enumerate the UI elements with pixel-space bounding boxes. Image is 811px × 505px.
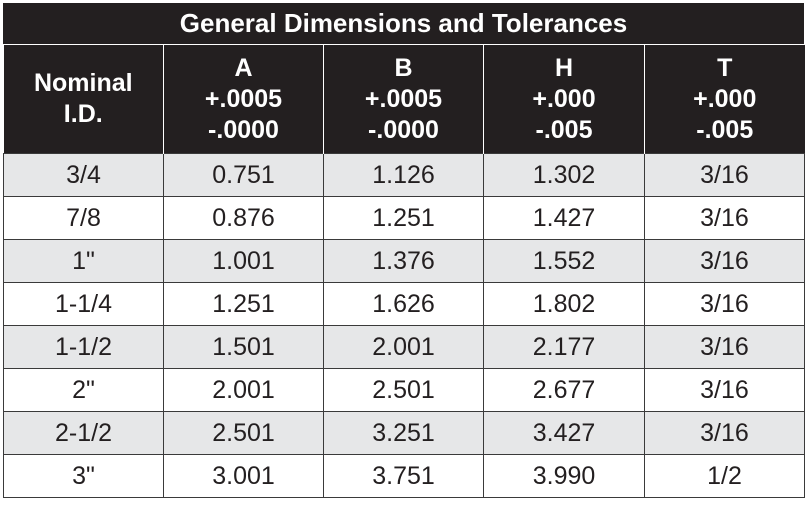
header-line: H (554, 53, 574, 82)
table-row: 1-1/4 1.251 1.626 1.802 3/16 (3, 282, 805, 326)
cell-a: 0.751 (163, 153, 324, 197)
cell-b: 1.251 (323, 196, 484, 240)
dimensions-table-container: General Dimensions and Tolerances Nomina… (3, 3, 805, 500)
cell-t: 1/2 (644, 454, 805, 498)
header-h: H +.000 -.005 (483, 45, 645, 154)
header-line: B (394, 53, 413, 82)
cell-nominal-id: 2" (3, 368, 164, 412)
cell-nominal-id: 1-1/2 (3, 325, 164, 369)
cell-h: 2.177 (483, 325, 645, 369)
cell-h: 3.990 (483, 454, 645, 498)
table-row: 7/8 0.876 1.251 1.427 3/16 (3, 196, 805, 240)
cell-t: 3/16 (644, 239, 805, 283)
cell-h: 1.427 (483, 196, 645, 240)
cell-nominal-id: 7/8 (3, 196, 164, 240)
table-row: 2" 2.001 2.501 2.677 3/16 (3, 368, 805, 412)
cell-b: 2.001 (323, 325, 484, 369)
header-line: +.0005 (364, 84, 443, 113)
cell-nominal-id: 3/4 (3, 153, 164, 197)
header-line: +.000 (693, 84, 757, 113)
cell-h: 2.677 (483, 368, 645, 412)
cell-t: 3/16 (644, 325, 805, 369)
cell-a: 1.251 (163, 282, 324, 326)
cell-t: 3/16 (644, 411, 805, 455)
table-row: 1-1/2 1.501 2.001 2.177 3/16 (3, 325, 805, 369)
cell-nominal-id: 3" (3, 454, 164, 498)
header-line: Nominal (33, 69, 133, 97)
header-line: -.0000 (208, 115, 279, 144)
cell-t: 3/16 (644, 196, 805, 240)
header-line: +.0005 (204, 84, 283, 113)
cell-t: 3/16 (644, 368, 805, 412)
header-nominal-id: Nominal I.D. (3, 45, 164, 154)
dimensions-table: Nominal I.D. A +.0005 -.0000 B +.0005 -.… (3, 45, 805, 498)
cell-nominal-id: 2-1/2 (3, 411, 164, 455)
cell-b: 1.376 (323, 239, 484, 283)
header-t: T +.000 -.005 (644, 45, 805, 154)
table-row: 3" 3.001 3.751 3.990 1/2 (3, 454, 805, 498)
table-row: 1" 1.001 1.376 1.552 3/16 (3, 239, 805, 283)
cell-b: 1.126 (323, 153, 484, 197)
cell-b: 1.626 (323, 282, 484, 326)
cell-nominal-id: 1-1/4 (3, 282, 164, 326)
table-title: General Dimensions and Tolerances (3, 3, 804, 45)
cell-h: 1.302 (483, 153, 645, 197)
header-b: B +.0005 -.0000 (323, 45, 484, 154)
cell-t: 3/16 (644, 282, 805, 326)
cell-a: 3.001 (163, 454, 324, 498)
header-line: A (234, 53, 253, 82)
cell-b: 2.501 (323, 368, 484, 412)
header-a: A +.0005 -.0000 (163, 45, 324, 154)
cell-b: 3.251 (323, 411, 484, 455)
header-line: -.005 (535, 115, 593, 144)
header-line: -.0000 (368, 115, 439, 144)
header-line: I.D. (63, 100, 103, 128)
table-row: 3/4 0.751 1.126 1.302 3/16 (3, 153, 805, 197)
cell-a: 1.501 (163, 325, 324, 369)
cell-h: 1.802 (483, 282, 645, 326)
cell-a: 2.501 (163, 411, 324, 455)
cell-a: 2.001 (163, 368, 324, 412)
cell-h: 1.552 (483, 239, 645, 283)
header-line: +.000 (532, 84, 596, 113)
header-line: -.005 (696, 115, 754, 144)
cell-a: 0.876 (163, 196, 324, 240)
header-line: T (717, 53, 733, 82)
cell-t: 3/16 (644, 153, 805, 197)
cell-nominal-id: 1" (3, 239, 164, 283)
cell-a: 1.001 (163, 239, 324, 283)
header-row: Nominal I.D. A +.0005 -.0000 B +.0005 -.… (3, 45, 805, 154)
cell-b: 3.751 (323, 454, 484, 498)
cell-h: 3.427 (483, 411, 645, 455)
table-row: 2-1/2 2.501 3.251 3.427 3/16 (3, 411, 805, 455)
